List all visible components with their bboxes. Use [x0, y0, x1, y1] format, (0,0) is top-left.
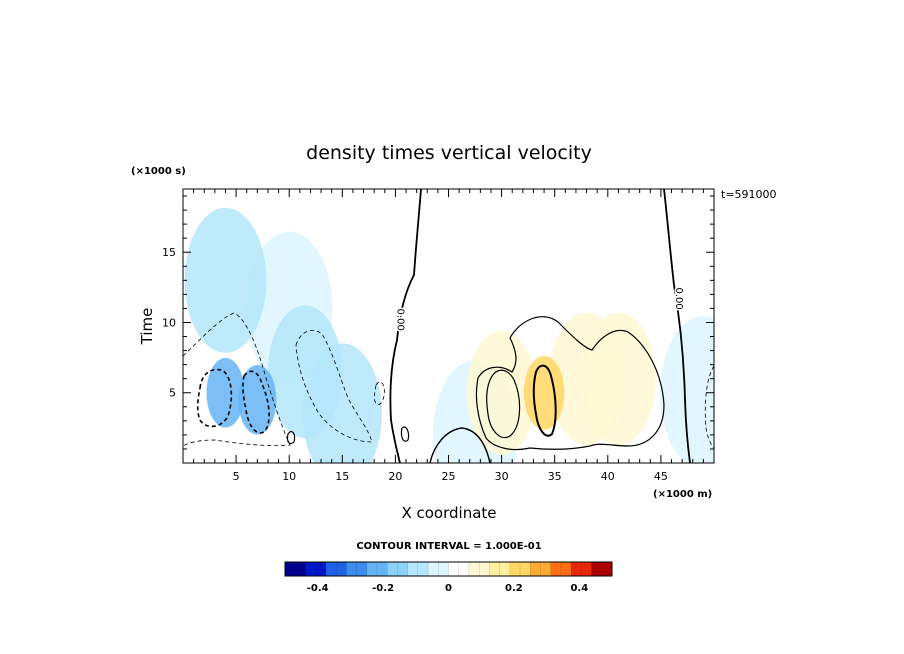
colorbar-label-4: 0.4	[570, 583, 588, 594]
y-axis-label: Time	[138, 308, 156, 346]
y-axis-unit: (×1000 s)	[131, 166, 186, 177]
axis-ticks	[183, 189, 714, 463]
plot-area: 0.00 0.00	[183, 189, 714, 463]
colorbar-label-3: 0.2	[505, 583, 523, 594]
colorbar-swatch-4	[366, 562, 388, 576]
field-blob-9	[466, 330, 537, 455]
colorbar-swatch-1	[305, 562, 327, 576]
y-tick-label-0: 5	[169, 387, 176, 400]
x-axis-unit: (×1000 m)	[653, 489, 712, 500]
field-blob-2	[660, 315, 714, 463]
colorbar-swatch-13	[550, 562, 572, 576]
zero-contour-left	[389, 189, 422, 463]
time-stamp: t=591000	[721, 188, 777, 201]
colorbar-swatch-14	[571, 562, 593, 576]
x-tick-labels: 5 10 15 20 25 30 35 40 45	[233, 470, 668, 483]
colorbar-swatch-8	[448, 562, 470, 576]
colorbar-swatch-12	[530, 562, 552, 576]
colorbar-swatch-5	[387, 562, 409, 576]
colorbar-swatch-0	[285, 562, 306, 576]
colorbar-swatch-10	[489, 562, 511, 576]
colorbar-swatch-6	[407, 562, 429, 576]
x-tick-label-3: 20	[388, 470, 402, 483]
colorbar-label-1: -0.2	[372, 583, 394, 594]
y-tick-label-1: 10	[162, 316, 176, 329]
colorbar-frame	[284, 561, 613, 577]
x-tick-label-2: 15	[335, 470, 349, 483]
colorbar-swatch-11	[509, 562, 531, 576]
x-tick-label-8: 45	[654, 470, 668, 483]
small-closed-contour-b	[400, 426, 410, 442]
colorbar-label-2: 0	[445, 583, 452, 594]
negative-contour-outer	[183, 312, 291, 447]
contour-label-group: 0.00 0.00	[393, 286, 685, 332]
negative-contour-strong-a	[196, 368, 233, 428]
y-tick-label-2: 15	[162, 246, 176, 259]
colorbar-swatch-3	[346, 562, 368, 576]
colorbar-swatch-7	[428, 562, 449, 576]
x-tick-label-5: 30	[495, 470, 509, 483]
colorbar-label-0: -0.4	[307, 583, 329, 594]
positive-contour-main	[475, 316, 665, 451]
colorbar-swatch-9	[468, 562, 490, 576]
field-blob-8	[581, 312, 656, 445]
zero-contour-right	[663, 189, 691, 463]
x-tick-label-0: 5	[233, 470, 240, 483]
colorbar-swatch-15	[591, 562, 613, 576]
y-tick-labels: 5 10 15	[162, 246, 176, 400]
x-axis-label: X coordinate	[401, 504, 496, 522]
negative-contour-mid	[295, 330, 373, 443]
edge-contour-right	[704, 365, 714, 449]
field-blob-11	[206, 357, 245, 428]
heatmap-field	[184, 207, 714, 463]
x-tick-label-7: 40	[601, 470, 615, 483]
x-tick-label-6: 35	[548, 470, 562, 483]
field-blob-10	[523, 355, 565, 430]
x-tick-label-4: 25	[442, 470, 456, 483]
contour-interval: CONTOUR INTERVAL = 1.000E-01	[356, 541, 541, 552]
x-tick-label-1: 10	[282, 470, 296, 483]
zero-contour-hump	[429, 427, 491, 463]
contour-label-1: 0.00	[673, 287, 684, 309]
colorbar	[285, 562, 613, 576]
positive-contour-inner	[486, 369, 521, 439]
negative-contour-strong-b	[242, 370, 270, 434]
field-blob-4	[184, 207, 267, 353]
contour-label-0: 0.00	[395, 309, 406, 331]
colorbar-swatch-2	[325, 562, 347, 576]
field-blob-6	[267, 305, 343, 438]
positive-contour-strong	[532, 364, 557, 437]
negative-contour-small	[373, 381, 385, 405]
contour-lines	[183, 189, 714, 463]
chart-title: density times vertical velocity	[306, 142, 592, 164]
small-closed-contour-a	[286, 431, 296, 445]
colorbar-tick-labels: -0.4 -0.2 0 0.2 0.4	[307, 583, 588, 594]
